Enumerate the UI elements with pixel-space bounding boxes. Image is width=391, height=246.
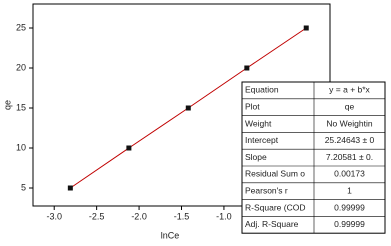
table-cell: Plot	[245, 101, 260, 111]
table-cell: 0.99999	[334, 202, 365, 212]
table-cell: Adj. R-Square	[245, 219, 299, 229]
table-cell: qe	[345, 101, 355, 111]
x-tick-label: -1.5	[174, 211, 190, 221]
table-cell: 7.20581 ± 0.	[326, 152, 373, 162]
table-cell: Intercept	[245, 135, 279, 145]
y-tick-label: 20	[16, 62, 26, 72]
table-cell: No Weightin	[326, 118, 372, 128]
table-cell: R-Square (COD	[245, 202, 305, 212]
y-tick-label: 15	[16, 102, 26, 112]
table-cell: Residual Sum o	[245, 169, 305, 179]
x-tick-label: -2.5	[89, 211, 105, 221]
table-cell: 0.99999	[334, 219, 365, 229]
table-cell: 25.24643 ± 0	[325, 135, 375, 145]
y-axis-label: qe	[2, 100, 12, 110]
x-axis-label: lnCe	[161, 230, 180, 240]
y-tick-label: 10	[16, 142, 26, 152]
data-point	[126, 145, 132, 151]
data-point	[303, 25, 309, 31]
table-cell: Slope	[245, 152, 267, 162]
y-tick-label: 5	[21, 182, 26, 192]
data-point	[67, 185, 73, 191]
x-tick-label: -1.0	[216, 211, 232, 221]
y-tick-label: 25	[16, 22, 26, 32]
table-cell: Pearson's r	[245, 185, 288, 195]
x-tick-label: -3.0	[46, 211, 62, 221]
table-cell: y = a + b*x	[329, 85, 370, 95]
table-cell: 0.00173	[334, 169, 365, 179]
table-cell: 1	[347, 185, 352, 195]
data-point	[244, 65, 250, 71]
fit-table	[241, 81, 386, 234]
x-tick-label: -2.0	[131, 211, 147, 221]
data-point	[185, 105, 191, 111]
table-cell: Weight	[245, 118, 272, 128]
table-cell: Equation	[245, 85, 279, 95]
